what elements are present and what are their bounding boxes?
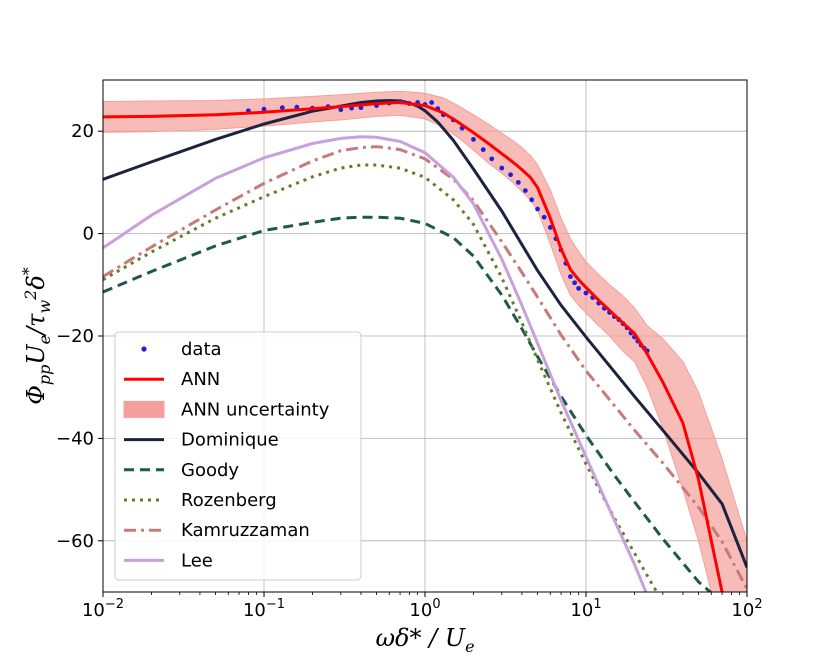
data-point bbox=[480, 147, 486, 153]
legend: data ANN ANN uncertainty Dominique Goody Roze… bbox=[114, 331, 362, 581]
y-tick-label: 20 bbox=[71, 121, 94, 142]
y-tick-label: −60 bbox=[56, 531, 94, 552]
legend-label-rozenberg: Rozenberg bbox=[181, 490, 277, 511]
data-point bbox=[547, 225, 553, 230]
legend-label-lee: Lee bbox=[181, 550, 213, 571]
x-tick-label: 10−2 bbox=[82, 597, 124, 621]
legend-marker-band bbox=[123, 400, 165, 418]
goody-curve bbox=[103, 215, 713, 592]
rozenberg-curve bbox=[103, 163, 659, 592]
legend-marker-data bbox=[141, 346, 147, 352]
series-layer bbox=[103, 90, 747, 592]
x-title-main: ωδ* / U bbox=[375, 624, 465, 652]
lee-curve bbox=[103, 135, 648, 592]
y-tick-label: −40 bbox=[56, 428, 94, 449]
data-point bbox=[489, 156, 495, 162]
legend-label-band: ANN uncertainty bbox=[181, 399, 330, 420]
legend-label-goody: Goody bbox=[181, 460, 239, 481]
data-point bbox=[529, 197, 535, 203]
data-point bbox=[515, 180, 521, 185]
legend-box bbox=[114, 331, 362, 581]
dominique-curve bbox=[103, 98, 747, 568]
data-point bbox=[541, 214, 547, 220]
axis-ticks: 10−2 10−1 100 101 102 20 0 −20 −40 −60 bbox=[56, 121, 763, 621]
y-tick-label: 0 bbox=[83, 224, 94, 245]
data-point bbox=[535, 206, 540, 212]
x-tick-label: 10−1 bbox=[243, 597, 285, 621]
legend-label-dominique: Dominique bbox=[181, 430, 279, 451]
data-point bbox=[338, 107, 344, 113]
legend-label-ann: ANN bbox=[181, 369, 220, 390]
legend-label-data: data bbox=[181, 339, 222, 360]
x-tick-label: 100 bbox=[409, 597, 440, 621]
x-tick-label: 101 bbox=[570, 597, 601, 621]
x-axis-title: ωδ* / Ue bbox=[375, 624, 474, 656]
y-tick-label: −20 bbox=[56, 326, 94, 347]
ann-curve bbox=[103, 100, 724, 592]
data-point bbox=[508, 172, 513, 178]
data-point bbox=[567, 274, 573, 280]
data-point bbox=[522, 188, 528, 193]
data-point bbox=[499, 165, 505, 171]
data-point bbox=[279, 105, 285, 111]
data-point bbox=[583, 290, 589, 296]
legend-label-kamruzzaman: Kamruzzaman bbox=[181, 520, 310, 541]
data-point bbox=[572, 280, 578, 286]
data-point bbox=[429, 100, 435, 105]
x-title-sub: e bbox=[465, 637, 474, 656]
y-axis-title: ΦppUe/τw2δ* bbox=[19, 267, 54, 405]
data-point bbox=[471, 136, 476, 142]
ann-uncertainty-band bbox=[103, 90, 747, 592]
x-tick-label: 102 bbox=[731, 597, 762, 621]
data-point bbox=[261, 106, 267, 112]
data-point bbox=[576, 285, 582, 291]
